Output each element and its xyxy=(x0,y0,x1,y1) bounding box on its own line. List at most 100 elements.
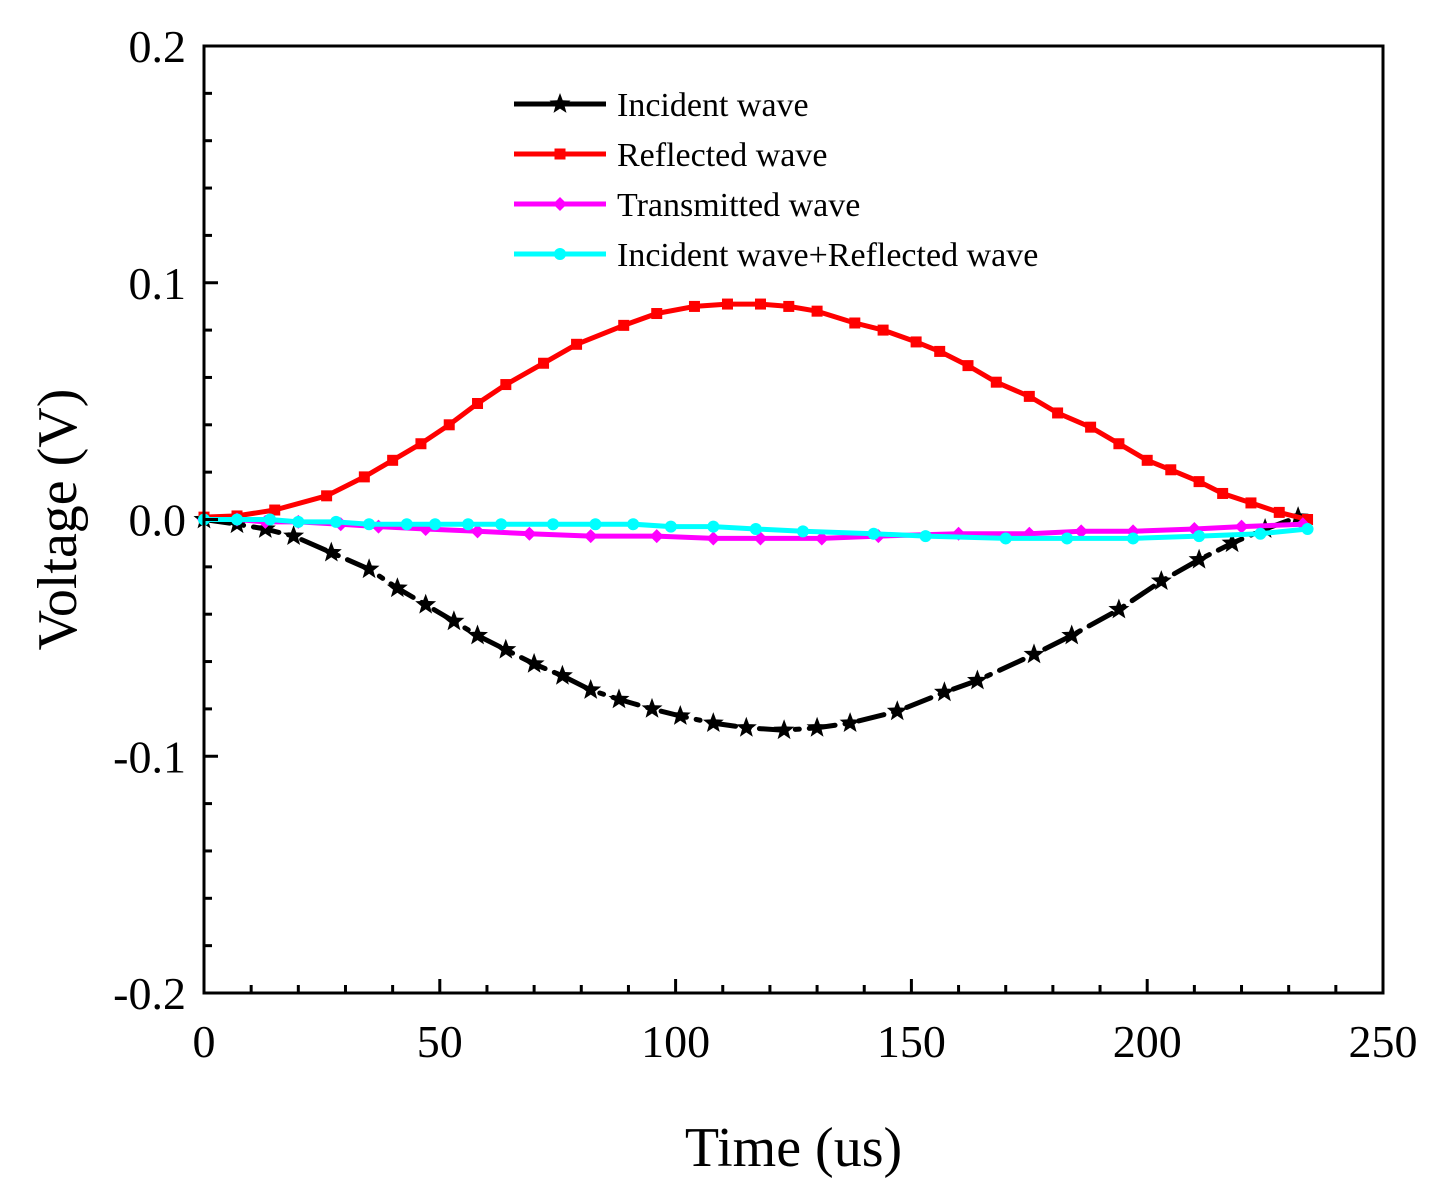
data-point-incident-wave xyxy=(386,577,408,598)
data-point-incident-wave-reflected-wave xyxy=(1193,530,1206,543)
data-point-transmitted-wave xyxy=(649,529,664,544)
data-point-incident-wave xyxy=(1108,598,1130,619)
legend-swatch-marker xyxy=(553,197,567,211)
data-point-reflected-wave xyxy=(538,357,550,369)
x-tick-label: 0 xyxy=(193,1016,216,1067)
data-point-reflected-wave xyxy=(811,305,823,317)
data-point-incident-wave xyxy=(283,525,305,545)
data-point-transmitted-wave xyxy=(470,524,485,539)
data-point-incident-wave xyxy=(358,558,380,579)
data-point-incident-wave-reflected-wave xyxy=(1254,527,1267,540)
data-point-reflected-wave xyxy=(443,419,455,431)
data-point-transmitted-wave xyxy=(814,531,829,546)
series-line-incident-wave xyxy=(201,514,1301,733)
series-line-reflected-wave xyxy=(201,301,1310,522)
data-point-transmitted-wave xyxy=(706,531,721,546)
data-point-incident-wave-reflected-wave xyxy=(1061,532,1074,545)
data-point-incident-wave-reflected-wave xyxy=(664,520,677,533)
data-point-incident-wave-reflected-wave xyxy=(627,518,640,531)
data-point-incident-wave xyxy=(580,679,602,699)
data-point-reflected-wave xyxy=(321,490,333,502)
data-point-incident-wave xyxy=(886,700,908,721)
data-point-incident-wave-reflected-wave xyxy=(1301,522,1314,535)
data-point-reflected-wave xyxy=(877,324,889,336)
data-point-incident-wave-reflected-wave xyxy=(749,522,762,535)
x-tick-label: 100 xyxy=(641,1016,710,1067)
data-point-incident-wave xyxy=(1221,532,1243,553)
data-point-reflected-wave xyxy=(910,336,922,348)
data-point-incident-wave-reflected-wave xyxy=(462,518,475,531)
data-point-incident-wave xyxy=(1061,624,1083,645)
legend: Incident wave Reflected wave Transmitted w… xyxy=(514,87,1038,274)
data-point-incident-wave-reflected-wave xyxy=(796,525,809,538)
data-point-transmitted-wave xyxy=(1234,519,1249,534)
data-point-incident-wave xyxy=(669,705,691,725)
x-axis-title: Time (us) xyxy=(685,1117,902,1179)
legend-label: Reflected wave xyxy=(617,137,828,174)
data-point-reflected-wave xyxy=(1165,464,1177,476)
data-point-reflected-wave xyxy=(721,298,733,310)
series-incident-wave-reflected-wave xyxy=(198,513,1314,545)
x-tick-label: 250 xyxy=(1349,1016,1418,1067)
data-point-transmitted-wave xyxy=(583,529,598,544)
data-point-reflected-wave xyxy=(962,360,974,372)
data-point-reflected-wave xyxy=(618,319,630,331)
legend-swatch-marker xyxy=(549,93,571,113)
data-point-reflected-wave xyxy=(1085,421,1097,433)
x-tick-label: 50 xyxy=(417,1016,463,1067)
data-point-transmitted-wave xyxy=(522,526,537,541)
x-tick-label: 200 xyxy=(1113,1016,1182,1067)
data-point-incident-wave-reflected-wave xyxy=(292,515,305,528)
data-point-incident-wave xyxy=(443,610,465,631)
data-point-incident-wave-reflected-wave xyxy=(429,518,442,531)
data-point-incident-wave-reflected-wave xyxy=(330,515,343,528)
data-point-reflected-wave xyxy=(1023,390,1035,402)
data-point-incident-wave xyxy=(523,652,545,673)
data-point-reflected-wave xyxy=(269,504,281,516)
data-point-reflected-wave xyxy=(1273,506,1285,518)
legend-swatch-marker xyxy=(554,148,566,160)
y-tick-label: 0.1 xyxy=(129,258,187,309)
data-point-reflected-wave xyxy=(387,454,399,466)
data-point-reflected-wave xyxy=(688,300,700,312)
data-point-reflected-wave xyxy=(1141,454,1153,466)
series-incident-wave xyxy=(193,506,1309,740)
legend-item-reflected-wave: Reflected wave xyxy=(514,137,828,174)
data-point-transmitted-wave xyxy=(753,531,768,546)
legend-label: Incident wave+Reflected wave xyxy=(617,237,1038,274)
data-point-reflected-wave xyxy=(1217,487,1229,499)
y-tick-label: 0.0 xyxy=(129,495,187,546)
legend-item-transmitted-wave: Transmitted wave xyxy=(514,187,860,224)
data-point-incident-wave xyxy=(702,712,724,732)
data-point-incident-wave xyxy=(641,697,663,718)
data-point-reflected-wave xyxy=(1113,438,1125,450)
data-point-incident-wave xyxy=(1150,570,1172,590)
data-point-reflected-wave xyxy=(1193,476,1205,488)
data-point-reflected-wave xyxy=(472,397,484,409)
legend-label: Incident wave xyxy=(617,87,809,124)
data-point-reflected-wave xyxy=(1052,407,1064,419)
legend-swatch-marker xyxy=(554,248,566,260)
data-point-reflected-wave xyxy=(571,338,583,350)
data-point-incident-wave xyxy=(415,593,437,614)
data-point-incident-wave xyxy=(1188,548,1210,569)
axes: 0 50 100 150 200 250 -0.2 -0.1 0.0 0.1 0.2 Time (us… xyxy=(27,21,1418,1179)
data-point-incident-wave-reflected-wave xyxy=(1127,532,1140,545)
plot-area xyxy=(193,298,1314,740)
data-point-incident-wave xyxy=(806,716,828,737)
data-point-incident-wave-reflected-wave xyxy=(495,518,508,531)
data-point-reflected-wave xyxy=(990,376,1002,388)
y-axis-title: Voltage (V) xyxy=(27,389,89,651)
data-point-incident-wave xyxy=(934,681,955,702)
data-point-incident-wave xyxy=(608,688,630,709)
y-tick-label: -0.1 xyxy=(113,731,186,782)
data-point-incident-wave-reflected-wave xyxy=(231,513,244,526)
data-point-incident-wave-reflected-wave xyxy=(707,520,720,533)
legend-label: Transmitted wave xyxy=(617,187,860,224)
data-point-incident-wave xyxy=(735,716,757,737)
data-point-incident-wave xyxy=(1023,643,1045,664)
data-point-reflected-wave xyxy=(1302,514,1314,525)
data-point-incident-wave xyxy=(967,669,988,690)
legend-item-incident-wave-reflected-wave: Incident wave+Reflected wave xyxy=(514,237,1038,274)
